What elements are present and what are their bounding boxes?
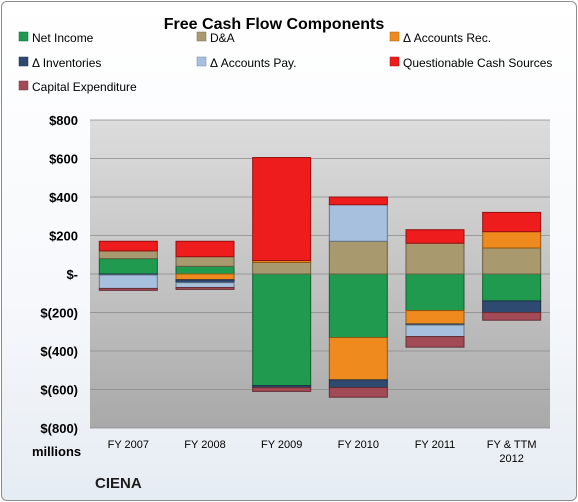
bar-1-6 [175, 286, 235, 290]
bar-2-1 [252, 261, 312, 275]
y-tick-label-4: $- [66, 267, 78, 282]
y-tick-label-2: $400 [49, 190, 78, 205]
x-tick-label-5-0: FY & TTM [487, 439, 537, 451]
legend-label-2: Δ Accounts Rec. [403, 31, 491, 45]
bar-4-1 [405, 242, 465, 275]
bar-3-6 [328, 387, 388, 398]
x-tick-label-0-0: FY 2007 [108, 439, 149, 451]
bar-0-4 [98, 274, 158, 289]
bar-4-5 [405, 229, 465, 244]
y-axis-ticks: $800 $600 $400 $200 $- $(200) $(400) $(600) $(80… [40, 113, 78, 436]
y-tick-label-5: $(200) [40, 306, 78, 321]
bar-3-1 [328, 240, 388, 275]
bar-0-6 [98, 287, 158, 291]
bar-4-6 [405, 336, 465, 348]
bar-2-5 [252, 157, 312, 262]
legend-label-0: Net Income [32, 31, 94, 45]
chart-title: Free Cash Flow Components [164, 16, 385, 33]
bar-5-5 [482, 211, 542, 233]
bar-5-1 [482, 247, 542, 275]
bar-1-0 [175, 265, 235, 275]
legend-swatch-5 [389, 56, 400, 67]
bar-4-0 [405, 273, 465, 312]
company-label: CIENA [95, 475, 142, 492]
legend-label-4: Δ Accounts Pay. [210, 56, 297, 70]
legend-swatch-3 [18, 56, 29, 67]
bar-5-0 [482, 273, 542, 302]
x-axis-ticks: FY 2007 FY 2008 FY 2009 FY 2010 FY 2011 FY & … [108, 439, 537, 465]
legend-swatch-2 [389, 31, 400, 42]
y-tick-label-0: $800 [49, 113, 78, 128]
legend-label-6: Capital Expenditure [32, 80, 137, 94]
bar-0-5 [98, 240, 158, 252]
y-tick-label-8: $(800) [40, 421, 78, 436]
x-tick-label-2-0: FY 2009 [261, 439, 302, 451]
legend-label-5: Questionable Cash Sources [403, 56, 552, 70]
bar-4-4 [405, 324, 465, 338]
bar-3-4 [328, 204, 388, 242]
bar-1-2 [175, 273, 235, 281]
bar-4-2 [405, 310, 465, 325]
y-tick-label-3: $200 [49, 229, 78, 244]
x-tick-label-5-1: 2012 [499, 453, 523, 465]
bar-3-2 [328, 337, 388, 381]
bar-2-0 [252, 273, 312, 387]
bars [98, 157, 542, 398]
bar-0-0 [98, 258, 158, 275]
y-tick-label-7: $(600) [40, 383, 78, 398]
bar-1-1 [175, 256, 235, 267]
bar-3-0 [328, 273, 388, 339]
x-tick-label-4-0: FY 2011 [415, 439, 456, 451]
bar-5-2 [482, 231, 542, 249]
bar-1-5 [175, 240, 235, 258]
bar-0-1 [98, 250, 158, 260]
gridlines [90, 119, 550, 429]
bar-3-5 [328, 196, 388, 206]
legend: Net Income D&A Δ Accounts Rec. Δ Inventorie… [18, 31, 552, 94]
y-tick-label-1: $600 [49, 152, 78, 167]
bar-3-3 [328, 379, 388, 389]
bar-2-6 [252, 387, 312, 392]
bar-5-3 [482, 300, 542, 314]
y-tick-label-6: $(400) [40, 344, 78, 359]
legend-swatch-4 [196, 56, 207, 67]
bar-1-4 [175, 282, 235, 288]
x-tick-label-3-0: FY 2010 [338, 439, 379, 451]
bar-5-6 [482, 312, 542, 321]
legend-label-1: D&A [210, 31, 235, 45]
y-axis-unit-label: millions [32, 444, 81, 459]
legend-swatch-0 [18, 31, 29, 42]
legend-swatch-6 [18, 80, 29, 91]
legend-label-3: Δ Inventories [32, 56, 101, 70]
x-tick-label-1-0: FY 2008 [184, 439, 225, 451]
legend-swatch-1 [196, 31, 207, 42]
